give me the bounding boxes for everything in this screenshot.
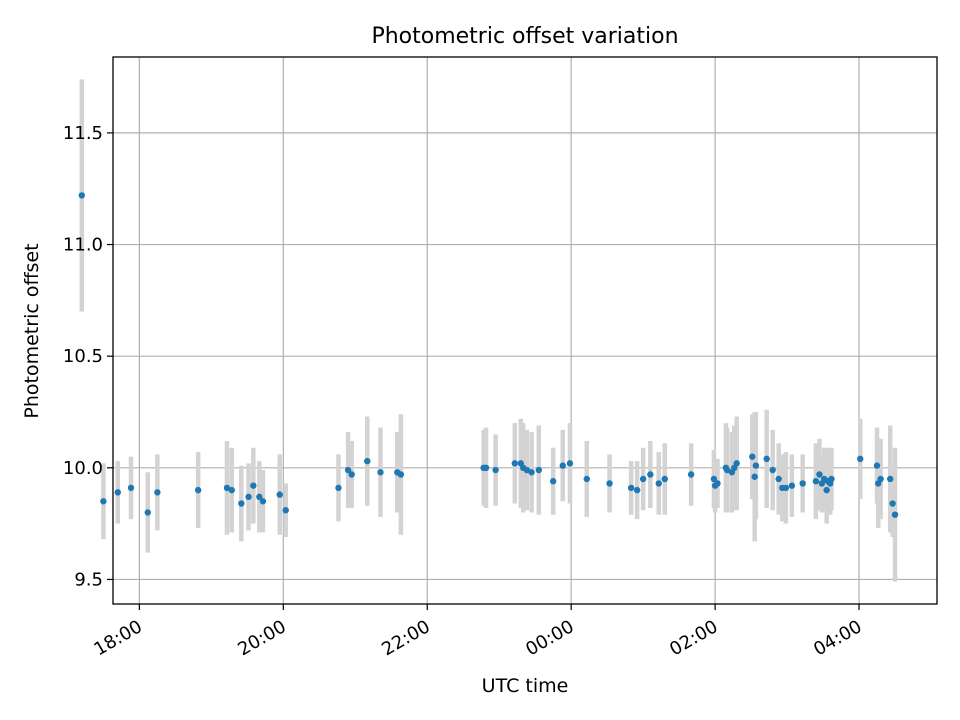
data-point — [763, 455, 770, 463]
data-point — [100, 498, 107, 505]
data-point — [889, 500, 896, 507]
grid — [113, 57, 937, 604]
y-axis-label: Photometric offset — [21, 243, 43, 418]
x-axis-label: UTC time — [482, 675, 569, 697]
error-bars — [79, 79, 898, 582]
data-point — [857, 455, 864, 463]
data-point — [348, 471, 355, 478]
plot-frame — [112, 56, 938, 605]
data-point — [788, 482, 796, 489]
data-point — [749, 453, 756, 460]
data-point — [154, 489, 161, 496]
data-point — [891, 511, 899, 518]
data-point — [256, 493, 263, 501]
x-tick-label: 18:00 — [90, 616, 145, 660]
data-point — [535, 466, 542, 474]
data-point — [114, 489, 121, 496]
y-tick-label: 10.0 — [63, 458, 103, 479]
data-point — [823, 486, 830, 494]
x-tick-label: 02:00 — [666, 616, 721, 660]
data-point — [223, 484, 231, 492]
data-point — [482, 464, 490, 472]
data-point — [238, 500, 245, 507]
data-point — [344, 466, 352, 474]
data-point — [250, 482, 257, 489]
y-tick-label: 11.5 — [63, 123, 103, 144]
data-point — [633, 486, 641, 494]
data-point — [816, 471, 823, 478]
data-point — [639, 475, 647, 483]
data-point — [723, 466, 731, 474]
data-point — [655, 480, 662, 487]
y-tick-label: 10.5 — [63, 346, 103, 367]
data-point — [245, 493, 252, 501]
y-tick-label: 9.5 — [74, 569, 103, 590]
y-axis-ticks: 9.5 10.0 10.5 11.0 11.5 — [63, 123, 113, 590]
data-point — [364, 457, 371, 465]
data-point — [887, 475, 894, 483]
data-point — [335, 484, 342, 492]
data-point — [710, 475, 718, 483]
data-point — [661, 475, 668, 483]
data-point — [812, 478, 820, 485]
x-tick-label: 20:00 — [234, 616, 289, 660]
data-point — [714, 480, 721, 487]
data-points — [78, 192, 899, 518]
x-axis-ticks: 18:00 20:00 22:00 00:00 02:00 04:00 — [90, 604, 866, 660]
data-point — [377, 469, 384, 476]
data-point — [78, 192, 86, 199]
x-tick-label: 04:00 — [810, 616, 865, 660]
data-point — [276, 491, 283, 498]
data-point — [397, 471, 405, 478]
data-point — [769, 466, 776, 474]
data-point — [549, 478, 557, 485]
x-tick-label: 00:00 — [522, 616, 577, 660]
data-point — [877, 475, 884, 483]
data-point — [282, 507, 289, 514]
chart-title: Photometric offset variation — [371, 24, 678, 49]
data-point — [751, 473, 758, 480]
data-point — [492, 466, 499, 474]
data-point — [782, 484, 790, 492]
data-point — [752, 462, 760, 469]
data-point — [228, 486, 235, 494]
x-tick-label: 22:00 — [378, 616, 433, 660]
data-point — [523, 466, 530, 474]
data-point — [687, 471, 695, 478]
data-point — [873, 462, 881, 469]
data-point — [799, 480, 806, 487]
data-point — [511, 460, 519, 467]
data-point — [559, 462, 566, 469]
data-point — [259, 498, 267, 505]
data-point — [528, 469, 535, 476]
data-point — [828, 475, 835, 483]
data-point — [606, 480, 613, 487]
data-point — [627, 484, 635, 492]
data-point — [733, 460, 740, 467]
data-point — [127, 484, 135, 492]
data-point — [775, 475, 782, 483]
data-point — [144, 509, 151, 516]
data-point — [194, 486, 202, 494]
data-point — [566, 460, 574, 467]
data-point — [647, 471, 654, 478]
y-tick-label: 11.0 — [63, 235, 103, 256]
data-point — [583, 475, 590, 483]
